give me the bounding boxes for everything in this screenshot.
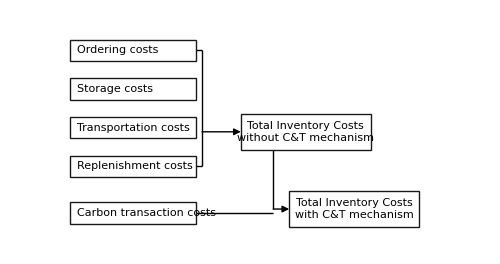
Text: Total Inventory Costs
without C&T mechanism: Total Inventory Costs without C&T mechan… [237,121,374,143]
Text: Carbon transaction costs: Carbon transaction costs [77,208,216,218]
Text: Transportation costs: Transportation costs [77,123,190,133]
Text: Total Inventory Costs
with C&T mechanism: Total Inventory Costs with C&T mechanism [294,198,414,220]
FancyBboxPatch shape [241,114,370,150]
FancyBboxPatch shape [70,202,196,224]
FancyBboxPatch shape [70,156,196,177]
FancyBboxPatch shape [289,191,419,227]
Text: Replenishment costs: Replenishment costs [77,161,193,171]
Text: Ordering costs: Ordering costs [77,45,158,55]
Text: Storage costs: Storage costs [77,84,153,94]
FancyBboxPatch shape [70,40,196,61]
FancyBboxPatch shape [70,117,196,138]
FancyBboxPatch shape [70,78,196,100]
